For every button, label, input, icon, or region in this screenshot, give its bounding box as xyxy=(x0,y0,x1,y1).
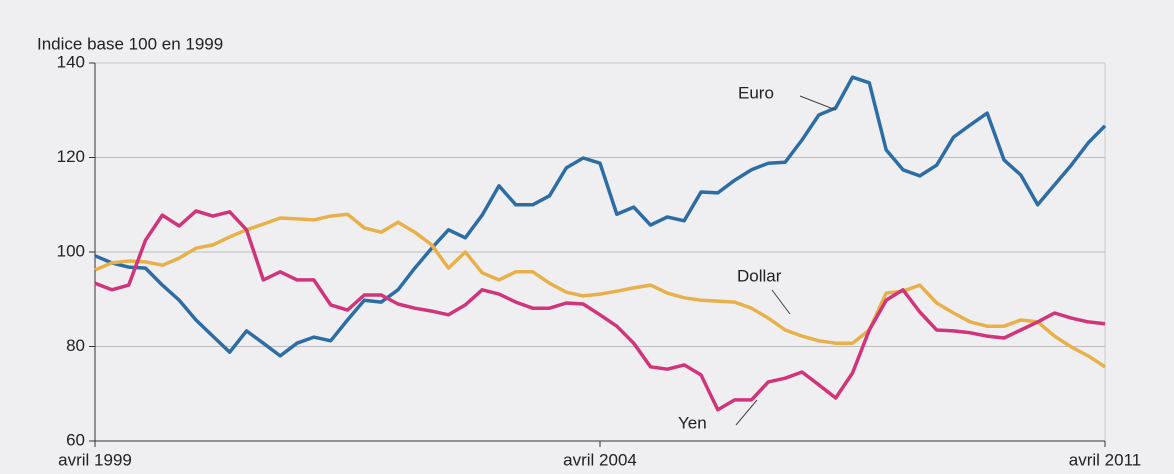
series-label: Euro xyxy=(738,83,774,102)
y-tick-label: 100 xyxy=(57,241,85,260)
y-tick-label: 80 xyxy=(66,336,85,355)
series-line xyxy=(94,209,1106,412)
x-tick-label: avril 1999 xyxy=(58,450,132,469)
x-tick-label: avril 2011 xyxy=(1069,450,1141,469)
y-axis-label: Indice base 100 en 1999 xyxy=(37,34,223,53)
x-tick-label: avril 2004 xyxy=(563,450,637,469)
leader-line xyxy=(771,289,791,315)
leader-line xyxy=(735,399,758,426)
series-label: Yen xyxy=(678,413,707,432)
y-tick-label: 140 xyxy=(57,52,85,71)
series-line xyxy=(94,75,1107,358)
y-tick-label: 120 xyxy=(57,147,85,166)
series-line xyxy=(94,212,1106,369)
y-tick-label: 60 xyxy=(66,430,85,449)
series-label: Dollar xyxy=(737,266,782,285)
leader-line xyxy=(799,95,837,111)
